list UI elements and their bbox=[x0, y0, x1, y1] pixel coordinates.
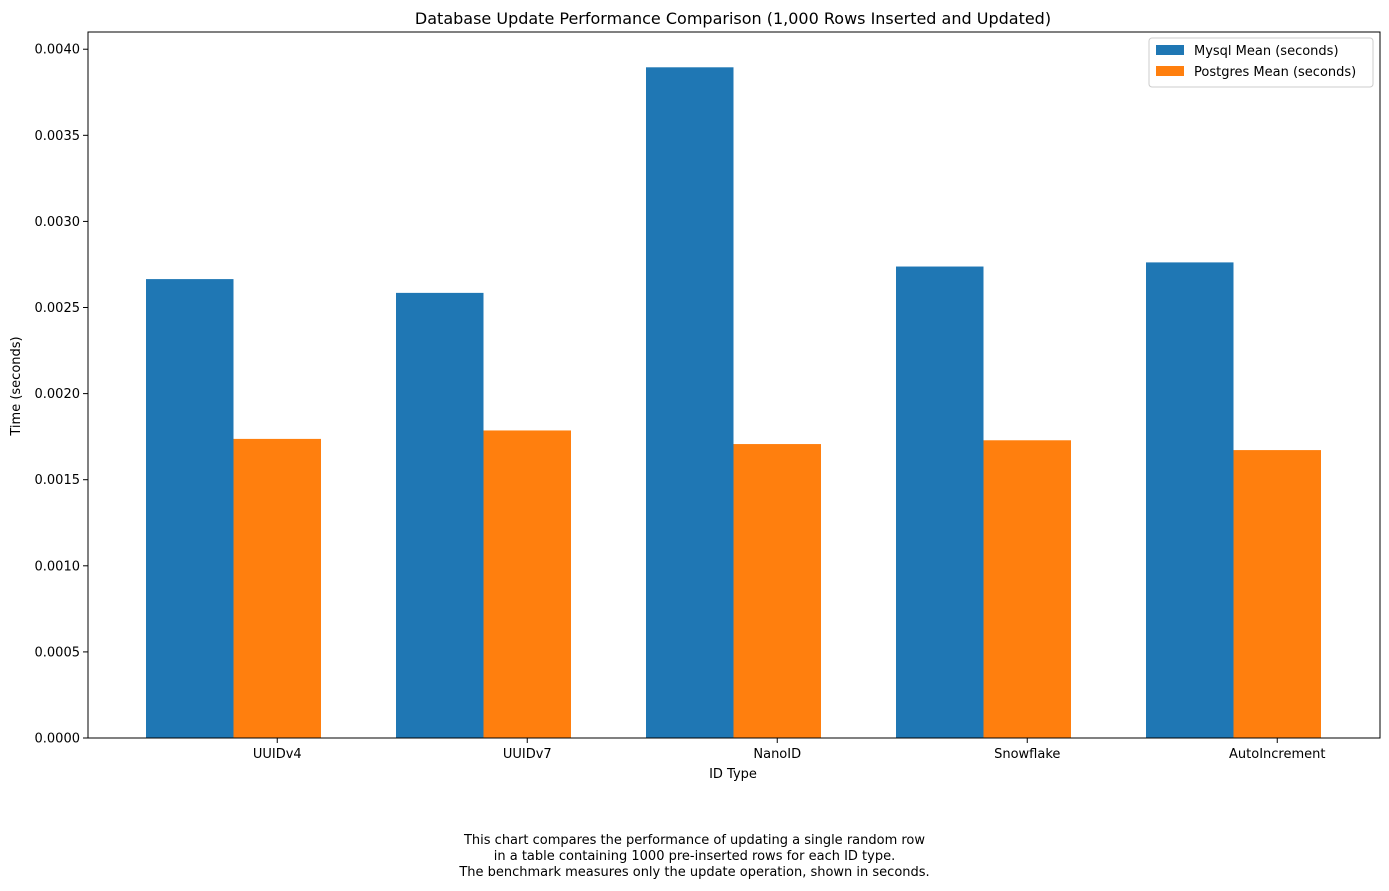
bar-postgres-uuidv7 bbox=[483, 430, 571, 738]
y-tick-label: 0.0010 bbox=[35, 559, 81, 574]
bar-mysql-snowflake bbox=[896, 266, 984, 738]
bar-mysql-autoincrement bbox=[1146, 262, 1234, 738]
y-tick-label: 0.0025 bbox=[35, 301, 81, 316]
y-tick-label: 0.0035 bbox=[35, 129, 81, 144]
chart-caption: This chart compares the performance of u… bbox=[0, 833, 1389, 881]
y-tick-label: 0.0030 bbox=[35, 215, 81, 230]
y-tick-label: 0.0000 bbox=[35, 732, 81, 747]
plot-frame bbox=[87, 31, 1381, 739]
bar-postgres-uuidv4 bbox=[233, 438, 321, 738]
bar-postgres-nanoid bbox=[733, 444, 821, 738]
y-tick-label: 0.0020 bbox=[35, 387, 81, 402]
caption-line: in a table containing 1000 pre-inserted … bbox=[493, 849, 896, 864]
legend-box bbox=[1148, 37, 1374, 88]
caption-line: The benchmark measures only the update o… bbox=[459, 865, 930, 880]
x-tick-label: NanoID bbox=[753, 747, 801, 762]
legend-label: Postgres Mean (seconds) bbox=[1194, 65, 1356, 80]
legend-swatch bbox=[1156, 66, 1184, 76]
y-tick-label: 0.0005 bbox=[35, 645, 81, 660]
legend-swatch bbox=[1156, 45, 1184, 55]
y-tick-label: 0.0015 bbox=[35, 473, 81, 488]
x-tick-label: Snowflake bbox=[994, 747, 1060, 762]
bars-layer bbox=[146, 67, 1321, 739]
bar-mysql-nanoid bbox=[646, 67, 734, 739]
chart-title: Database Update Performance Comparison (… bbox=[415, 9, 1051, 28]
bar-postgres-snowflake bbox=[983, 440, 1071, 738]
legend-label: Mysql Mean (seconds) bbox=[1194, 44, 1339, 59]
y-axis-label: Time (seconds) bbox=[9, 336, 24, 436]
axes-layer: 0.0000 0.0005 0.0010 0.0015 0.0020 0.0025 0.00… bbox=[35, 31, 1381, 762]
x-axis-label: ID Type bbox=[709, 767, 757, 782]
x-tick-label: UUIDv7 bbox=[503, 747, 552, 762]
y-tick-label: 0.0040 bbox=[35, 43, 81, 58]
bar-postgres-autoincrement bbox=[1233, 450, 1321, 738]
legend: Mysql Mean (seconds) Postgres Mean (secon… bbox=[1148, 37, 1374, 88]
x-tick-label: UUIDv4 bbox=[253, 747, 302, 762]
x-tick-label: AutoIncrement bbox=[1229, 747, 1325, 762]
bar-mysql-uuidv4 bbox=[146, 279, 234, 738]
bar-mysql-uuidv7 bbox=[396, 292, 484, 738]
caption-line: This chart compares the performance of u… bbox=[463, 833, 926, 848]
